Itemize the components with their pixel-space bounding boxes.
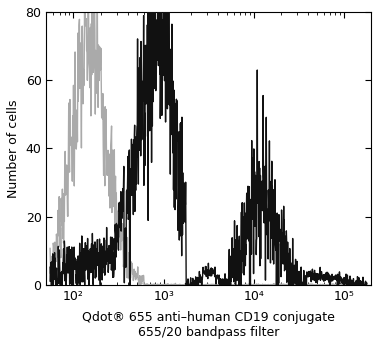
Y-axis label: Number of cells: Number of cells bbox=[7, 99, 20, 198]
X-axis label: Qdot® 655 anti–human CD19 conjugate
655/20 bandpass filter: Qdot® 655 anti–human CD19 conjugate 655/… bbox=[82, 311, 335, 339]
